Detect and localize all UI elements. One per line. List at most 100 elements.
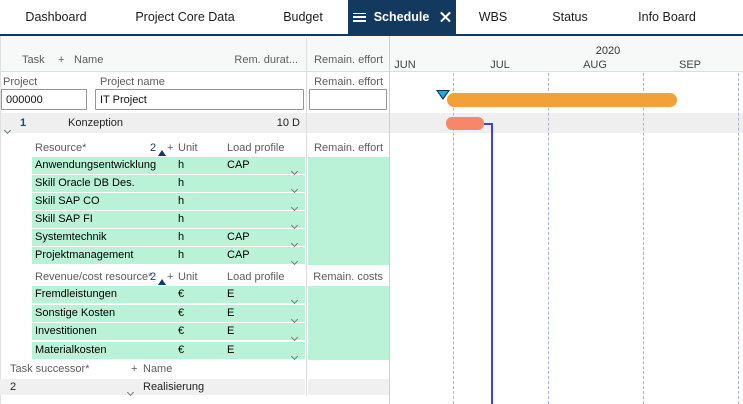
tab-bar: Dashboard Project Core Data Budget Sched… — [0, 0, 743, 36]
resource-name[interactable]: Projektmanagement — [35, 249, 134, 261]
task-column-header[interactable]: Task — [22, 54, 45, 66]
remain-effort-column-header[interactable]: Remain. effort — [314, 54, 383, 66]
resource-section-header: Resource* 2 + Unit Load profile Remain. … — [0, 139, 390, 157]
unit-column-header: Unit — [178, 271, 198, 283]
resource-unit: h — [178, 231, 185, 243]
left-edge-line — [0, 36, 1, 404]
cost-name[interactable]: Materialkosten — [35, 343, 107, 356]
resource-name[interactable]: Skill SAP CO — [35, 195, 100, 207]
gantt-year-label: 2020 — [595, 45, 621, 57]
successor-remain-cell — [308, 379, 389, 395]
dropdown-chevron-icon[interactable] — [126, 384, 135, 400]
add-task-button[interactable]: + — [58, 54, 65, 66]
successor-row[interactable]: 2 Realisierung — [0, 379, 305, 397]
resource-row: Skill SAP CO h — [32, 193, 305, 212]
resource-remain-header: Remain. effort — [314, 142, 383, 154]
resource-row: Projektmanagement h CAP — [32, 247, 305, 266]
gantt-month-label: JUL — [490, 59, 510, 71]
task-name[interactable]: Konzeption — [68, 117, 124, 129]
project-remain-effort-label: Remain. effort — [314, 76, 383, 88]
add-successor-button[interactable]: + — [131, 363, 138, 375]
sort-count[interactable]: 2 — [150, 271, 157, 283]
gantt-gridline — [548, 73, 549, 404]
tab-dashboard[interactable]: Dashboard — [25, 10, 87, 24]
resource-unit: h — [178, 195, 185, 207]
name-column-header[interactable]: Name — [74, 54, 104, 66]
resource-load-profile[interactable]: CAP — [227, 159, 250, 171]
add-resource-button[interactable]: + — [167, 142, 174, 154]
tab-project-core-data[interactable]: Project Core Data — [135, 10, 235, 24]
load-profile-column-header: Load profile — [227, 142, 285, 154]
unit-column-header: Unit — [178, 142, 198, 154]
task-row[interactable]: 1 Konzeption 10 D — [0, 113, 390, 135]
project-remain-effort-input[interactable] — [309, 89, 387, 110]
sort-asc-icon[interactable] — [158, 273, 166, 291]
resource-name[interactable]: Systemtechnik — [35, 231, 107, 243]
header-strip — [0, 36, 743, 72]
gantt-task-bar-konzeption[interactable] — [446, 117, 484, 130]
sort-count[interactable]: 2 — [150, 142, 157, 154]
cost-unit: € — [178, 306, 185, 319]
resource-remain-column — [308, 157, 389, 265]
successor-link-line — [491, 123, 493, 404]
cost-name[interactable]: Sonstige Kosten — [35, 306, 116, 319]
project-id-input[interactable] — [1, 89, 87, 110]
gantt-gridline — [738, 73, 739, 404]
expand-chevron-icon[interactable] — [3, 120, 12, 140]
gantt-month-label: JUN — [394, 59, 416, 71]
load-profile-column-header: Load profile — [227, 271, 285, 283]
table-gantt-divider[interactable] — [389, 36, 390, 404]
remain-costs-header: Remain. costs — [313, 271, 383, 283]
successor-section-title: Task successor* — [10, 363, 90, 375]
sort-asc-icon[interactable] — [158, 144, 166, 162]
cost-row: Investitionen € E — [32, 323, 305, 342]
gantt-gridline — [643, 73, 644, 404]
resource-name[interactable]: Anwendungsentwicklung — [35, 159, 157, 171]
tab-budget[interactable]: Budget — [283, 10, 323, 24]
milestone-marker-fill — [438, 91, 448, 98]
gantt-month-label: SEP — [678, 59, 702, 71]
task-number[interactable]: 1 — [20, 117, 27, 129]
resource-name[interactable]: Skill SAP FI — [35, 213, 93, 225]
successor-name-header: Name — [143, 363, 173, 375]
resource-name[interactable]: Skill Oracle DB Des. — [35, 177, 135, 189]
column-separator — [306, 38, 307, 396]
add-cost-resource-button[interactable]: + — [167, 271, 174, 283]
cost-row: Fremdleistungen € E — [32, 286, 305, 305]
successor-name[interactable]: Realisierung — [143, 381, 205, 393]
resource-unit: h — [178, 249, 185, 261]
cost-name[interactable]: Investitionen — [35, 325, 97, 337]
tab-status[interactable]: Status — [552, 10, 588, 24]
project-name-label: Project name — [100, 76, 165, 88]
resource-unit: h — [178, 213, 185, 225]
schedule-view: Task + Name Rem. durat... Remain. effort… — [0, 36, 743, 404]
close-icon[interactable] — [440, 11, 452, 23]
cost-load-profile[interactable]: E — [227, 306, 235, 319]
tab-wbs[interactable]: WBS — [478, 10, 508, 24]
rem-duration-column-header[interactable]: Rem. durat... — [234, 54, 298, 66]
cost-unit: € — [178, 343, 185, 356]
task-rem-duration[interactable]: 10 D — [276, 117, 300, 129]
successor-number[interactable]: 2 — [10, 381, 17, 393]
resource-row: Skill Oracle DB Des. h — [32, 175, 305, 194]
cost-row: Sonstige Kosten € E — [32, 304, 305, 323]
tab-info-board[interactable]: Info Board — [638, 10, 696, 24]
tab-schedule[interactable]: Schedule — [348, 0, 456, 34]
resource-row: Anwendungsentwicklung h CAP — [32, 157, 305, 176]
gantt-project-bar[interactable] — [447, 93, 677, 107]
cost-name[interactable]: Fremdleistungen — [35, 288, 117, 300]
resource-load-profile[interactable]: CAP — [227, 231, 250, 243]
project-name-input[interactable] — [95, 89, 304, 110]
cost-unit: € — [178, 325, 185, 337]
resource-row: Skill SAP FI h — [32, 211, 305, 230]
tab-schedule-label: Schedule — [373, 10, 430, 24]
cost-load-profile[interactable]: E — [227, 288, 235, 300]
cost-row: Materialkosten € E — [32, 341, 305, 360]
cost-load-profile[interactable]: E — [227, 325, 235, 337]
cost-load-profile[interactable]: E — [227, 343, 235, 356]
resource-load-profile[interactable]: CAP — [227, 249, 250, 261]
resource-unit: h — [178, 159, 185, 171]
successor-section-header: Task successor* + Name — [0, 361, 390, 378]
menu-icon[interactable] — [352, 12, 366, 22]
